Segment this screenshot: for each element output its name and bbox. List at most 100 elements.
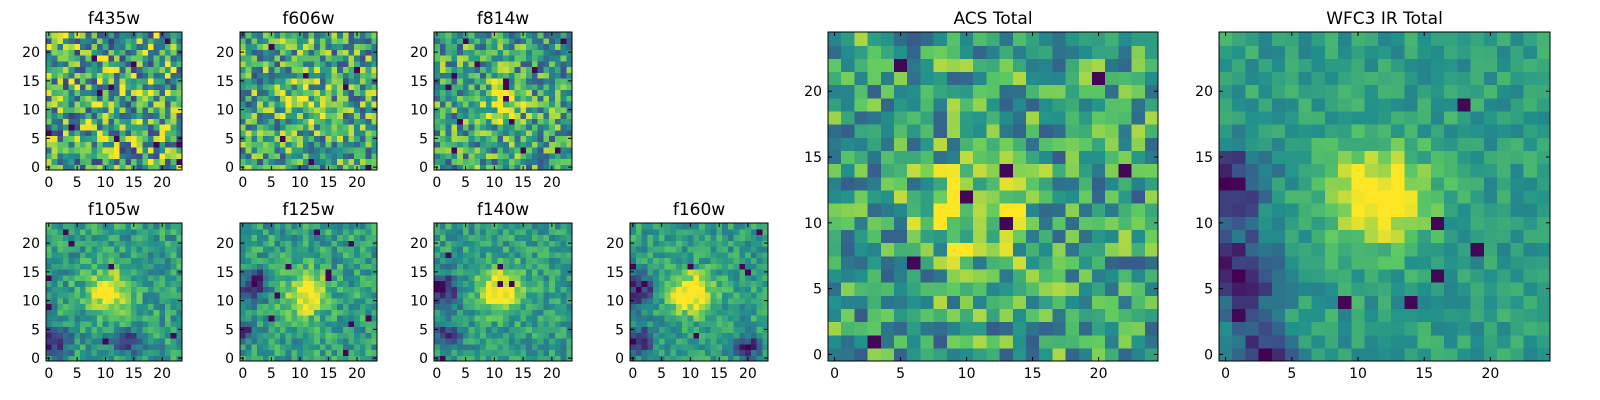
heatmap-cell (946, 308, 961, 323)
heatmap-cell (262, 343, 270, 351)
heatmap-cell (704, 315, 712, 322)
heatmap-cell (1039, 176, 1053, 191)
heatmap-cell (342, 135, 350, 142)
heatmap-cell (704, 286, 712, 293)
x-tick-label: 10 (485, 175, 503, 191)
heatmap-cell (68, 89, 75, 96)
heatmap-cell (485, 55, 493, 62)
heatmap-cell (114, 55, 121, 62)
heatmap-cell (125, 60, 132, 68)
heatmap-cell (733, 320, 740, 328)
heatmap-cell (80, 234, 87, 241)
heatmap-cell (468, 338, 475, 345)
heatmap-cell (537, 338, 544, 345)
heatmap-cell (102, 112, 109, 119)
heatmap-cell (497, 349, 504, 356)
heatmap-cell (480, 292, 487, 299)
heatmap-cell (57, 320, 64, 328)
heatmap-cell (999, 268, 1014, 283)
heatmap-cell (170, 60, 177, 68)
heatmap-cell (291, 292, 298, 299)
heatmap-cell (153, 257, 160, 264)
heatmap-cell (434, 263, 441, 270)
heatmap-cell (302, 141, 310, 148)
heatmap-cell (308, 43, 315, 50)
heatmap-cell (257, 158, 264, 165)
heatmap-cell (1039, 32, 1053, 46)
heatmap-cell (468, 309, 475, 316)
heatmap-cell (497, 246, 504, 253)
heatmap-cell (480, 303, 487, 310)
heatmap-cell (485, 43, 493, 50)
heatmap-cell (1144, 71, 1159, 86)
heatmap-cell (131, 147, 138, 154)
heatmap-cell (867, 71, 882, 86)
heatmap-cell (85, 124, 92, 131)
heatmap-cell (485, 355, 493, 362)
heatmap-cell (537, 309, 544, 316)
heatmap-cell (560, 355, 567, 362)
heatmap-cell (91, 234, 98, 241)
heatmap-cell (114, 78, 121, 85)
heatmap-cell (291, 101, 298, 108)
heatmap-cell (337, 72, 344, 79)
heatmap-cell (165, 141, 172, 148)
heatmap-cell (946, 163, 961, 178)
heatmap-cell (1012, 229, 1027, 244)
heatmap-cell (251, 66, 258, 73)
heatmap-cell (279, 246, 287, 253)
heatmap-cell (693, 349, 700, 356)
heatmap-cell (342, 274, 350, 282)
heatmap-cell (268, 274, 275, 282)
heatmap-cell (999, 282, 1014, 296)
heatmap-cell (1039, 203, 1053, 217)
heatmap-cell (907, 45, 921, 59)
heatmap-cell (319, 343, 327, 351)
heatmap-cell (531, 355, 539, 362)
heatmap-cell (491, 43, 498, 50)
heatmap-cell (514, 141, 521, 148)
heatmap-cell (108, 343, 115, 351)
heatmap-cell (114, 43, 121, 50)
heatmap-cell (920, 216, 935, 230)
heatmap-cell (641, 228, 648, 236)
heatmap-cell (1065, 203, 1080, 217)
heatmap-cell (285, 89, 292, 96)
heatmap-cell (710, 338, 717, 345)
heatmap-cell (245, 274, 253, 282)
heatmap-cell (80, 315, 87, 322)
heatmap-cell (1092, 97, 1106, 112)
heatmap-cell (1092, 308, 1106, 323)
heatmap-cell (543, 135, 550, 142)
heatmap-cell (251, 95, 258, 102)
heatmap-cell (91, 112, 98, 119)
heatmap-cell (153, 106, 160, 114)
heatmap-cell (451, 158, 458, 165)
heatmap-cell (319, 129, 327, 137)
heatmap-cell (331, 274, 338, 282)
heatmap-cell (1131, 216, 1146, 230)
heatmap-cell (257, 274, 264, 282)
heatmap-cell (480, 309, 487, 316)
heatmap-cell (314, 118, 321, 125)
heatmap-cell (462, 49, 470, 56)
heatmap-cell (439, 338, 447, 345)
heatmap-cell (63, 158, 70, 165)
heatmap-cell (46, 118, 53, 125)
heatmap-cell (716, 286, 723, 293)
heatmap-cell (359, 43, 367, 50)
heatmap-cell (526, 320, 533, 328)
heatmap-cell (257, 286, 264, 293)
heatmap-cell (1118, 110, 1133, 125)
heatmap-cell (960, 321, 974, 336)
heatmap-cell (1377, 334, 1392, 349)
heatmap-cell (727, 292, 735, 299)
heatmap-cell (240, 338, 247, 345)
heatmap-cell (240, 37, 247, 45)
heatmap-cell (297, 320, 304, 328)
heatmap-cell (1131, 150, 1146, 165)
heatmap-cell (359, 263, 367, 270)
heatmap-cell (828, 295, 842, 309)
heatmap-cell (245, 83, 253, 91)
heatmap-cell (457, 292, 464, 299)
